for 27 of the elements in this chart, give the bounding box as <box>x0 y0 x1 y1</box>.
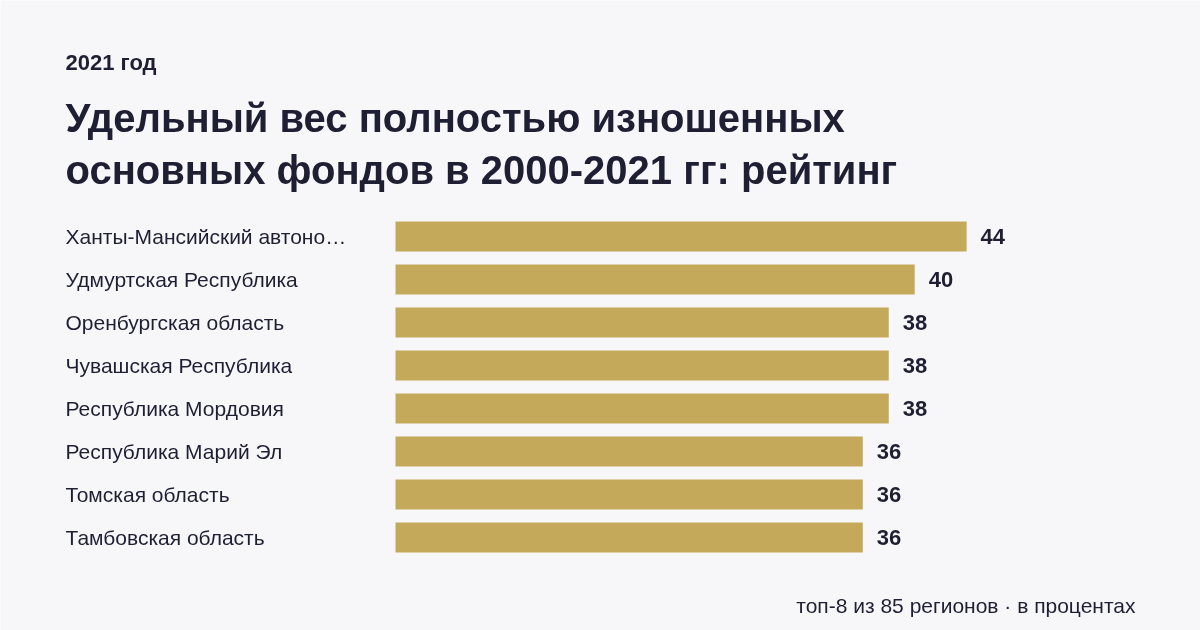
chart-title: Удельный вес полностью изношенных основных фондов в 2000-2021 гг: рейтинг <box>65 95 898 192</box>
y-tick-label: Чувашская Республика <box>65 354 293 377</box>
y-tick-label: Томская область <box>65 483 230 506</box>
data-label: 36 <box>876 482 902 507</box>
data-label: 40 <box>928 267 954 292</box>
y-tick-label: Оренбургская область <box>65 311 285 334</box>
text: топ-8 из 85 регионов · в процентах <box>796 594 1136 617</box>
bar <box>395 436 863 467</box>
bar <box>395 307 889 338</box>
data-label: 44 <box>980 224 1006 249</box>
y-tick-label: Республика Мордовия <box>65 397 284 420</box>
y-tick-label: Республика Марий Эл <box>65 440 283 463</box>
bar <box>395 350 889 381</box>
data-label: 38 <box>902 353 928 378</box>
bar <box>395 264 915 295</box>
bar <box>395 221 967 252</box>
bar <box>395 393 889 424</box>
data-label: 36 <box>876 439 902 464</box>
y-tick-label: Ханты-Мансийский автоно… <box>65 225 347 248</box>
data-label: 38 <box>902 396 928 421</box>
bar <box>395 522 863 553</box>
y-tick-label: Тамбовская область <box>65 526 265 549</box>
text: 2021 год <box>65 50 157 75</box>
data-label: 38 <box>902 310 928 335</box>
y-tick-label: Удмуртская Республика <box>65 268 299 291</box>
data-label: 36 <box>876 525 902 550</box>
bar <box>395 479 863 510</box>
